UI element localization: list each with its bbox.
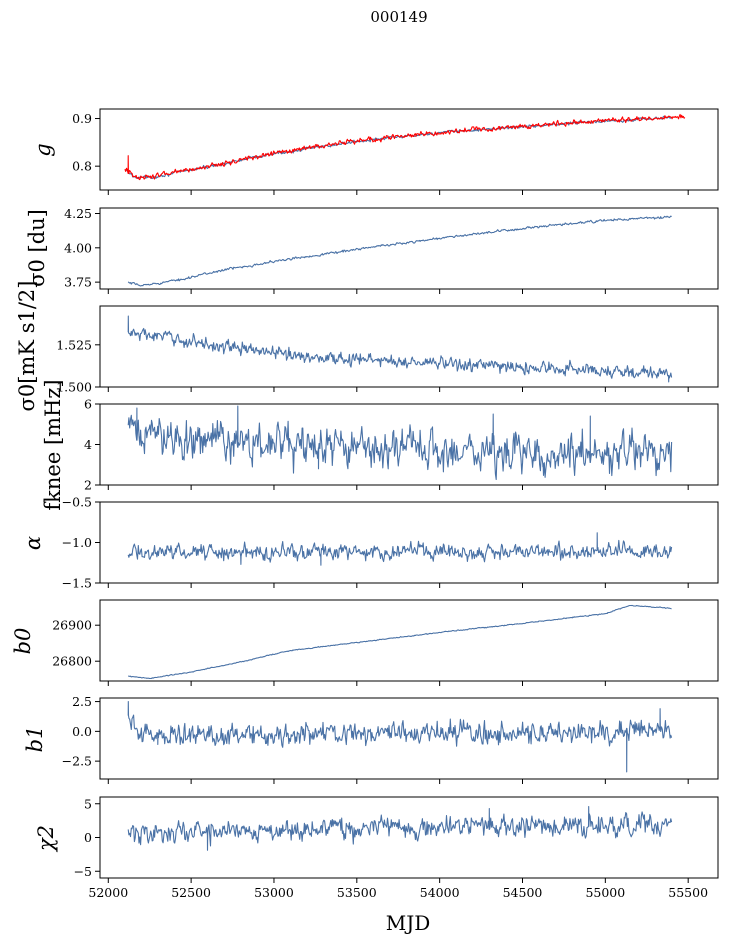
- ylabel-g-text: g: [31, 143, 55, 156]
- ytick-label: −1.0: [62, 535, 92, 550]
- ytick-label: 4.00: [64, 240, 92, 255]
- panel-sigma0_mK: 1.500 1.525: [56, 305, 719, 395]
- xtick-label: 55000: [585, 885, 625, 900]
- xtick-label: 53000: [254, 885, 294, 900]
- series-line-b1: [127, 701, 673, 773]
- panel-sigma0_du: 3.75 4.00 4.25: [64, 206, 719, 294]
- ylabel-sigma0-du-text: σ0 [du]: [25, 209, 49, 287]
- ytick-label: 26800: [52, 654, 92, 669]
- series-line-g-fit: [124, 113, 686, 181]
- series-line-fknee: [127, 405, 673, 481]
- axes-frame: [99, 599, 719, 682]
- axes-frame: [99, 108, 719, 191]
- ylabel-chi2: χ2: [34, 825, 58, 853]
- axes-frame: [99, 207, 719, 290]
- series-line-chi2: [127, 805, 673, 851]
- ytick-label: 4.25: [64, 206, 92, 221]
- ylabel-b0-text: b0: [11, 628, 35, 655]
- ytick-label: 4: [84, 437, 92, 452]
- xtick-label: 53500: [337, 885, 377, 900]
- ytick-label: −0.5: [62, 495, 92, 510]
- series-line-sigma0: [127, 215, 672, 287]
- ylabel-sigma0-mk-text: σ0[mK s1/2]: [15, 281, 39, 412]
- panel-chi2: −5 0 5 52000 52500 53000 53500 54000 54500 55000 5…: [74, 796, 719, 900]
- panel-alpha: −1.5 −1.0 −0.5: [62, 495, 719, 591]
- panel-b1: −2.5 0.0 2.5: [62, 694, 719, 784]
- ylabel-alpha-text: α: [21, 536, 45, 550]
- xtick-label: 52500: [171, 885, 211, 900]
- ytick-label: 1.525: [56, 337, 92, 352]
- ytick-label: 0.8: [72, 159, 92, 174]
- ytick-label: 26900: [52, 618, 92, 633]
- xlabel: MJD: [386, 911, 431, 935]
- ylabel-b1-text: b1: [23, 726, 47, 753]
- ylabel-b1: b1: [23, 726, 47, 753]
- axes-frame: [99, 501, 719, 584]
- ytick-label: 2: [84, 478, 92, 493]
- xtick-label: 55500: [668, 885, 708, 900]
- ytick-label: 3.75: [64, 275, 92, 290]
- ytick-label: −2.5: [62, 754, 92, 769]
- ytick-label: 1.500: [56, 380, 92, 395]
- ylabel-b0: b0: [11, 628, 35, 655]
- xtick-label: 54000: [420, 885, 460, 900]
- ylabel-alpha: α: [21, 536, 45, 550]
- ylabel-sigma0-mk: σ0[mK s1/2]: [15, 281, 39, 412]
- ytick-label: 0.9: [72, 111, 92, 126]
- ytick-label: 0.0: [72, 724, 92, 739]
- panel-g: 0.8 0.9: [72, 108, 719, 195]
- axes-frame: [99, 796, 719, 879]
- ylabel-g: g: [31, 143, 55, 156]
- ylabel-fknee-text: fknee [mHz]: [41, 379, 65, 510]
- series-line-b0: [127, 604, 672, 680]
- series-line-alpha: [127, 532, 673, 566]
- ytick-label: 5: [84, 796, 92, 811]
- xtick-label: 52000: [88, 885, 128, 900]
- ytick-label: 6: [84, 397, 92, 412]
- panel-fknee: 2 4 6: [84, 397, 719, 493]
- axes-frame: [99, 305, 719, 388]
- ylabel-fknee: fknee [mHz]: [41, 379, 65, 510]
- series-line-g: [126, 115, 672, 180]
- ytick-label: 0: [84, 830, 92, 845]
- panels: 0.80.93.754.004.251.5001.525246−1.5−1.0−…: [52, 108, 719, 900]
- ytick-label: 2.5: [72, 694, 92, 709]
- axes-frame: [99, 697, 719, 780]
- ytick-label: −1.5: [62, 576, 92, 591]
- xtick-label: 54500: [503, 885, 543, 900]
- ylabel-chi2-text: χ2: [34, 825, 58, 853]
- ylabel-sigma0-du: σ0 [du]: [25, 209, 49, 287]
- figure-title: 000149: [370, 8, 427, 26]
- series-line-sigma0_mK: [127, 315, 673, 383]
- panel-b0: 26800 26900: [52, 599, 719, 686]
- ytick-label: −5: [74, 864, 92, 879]
